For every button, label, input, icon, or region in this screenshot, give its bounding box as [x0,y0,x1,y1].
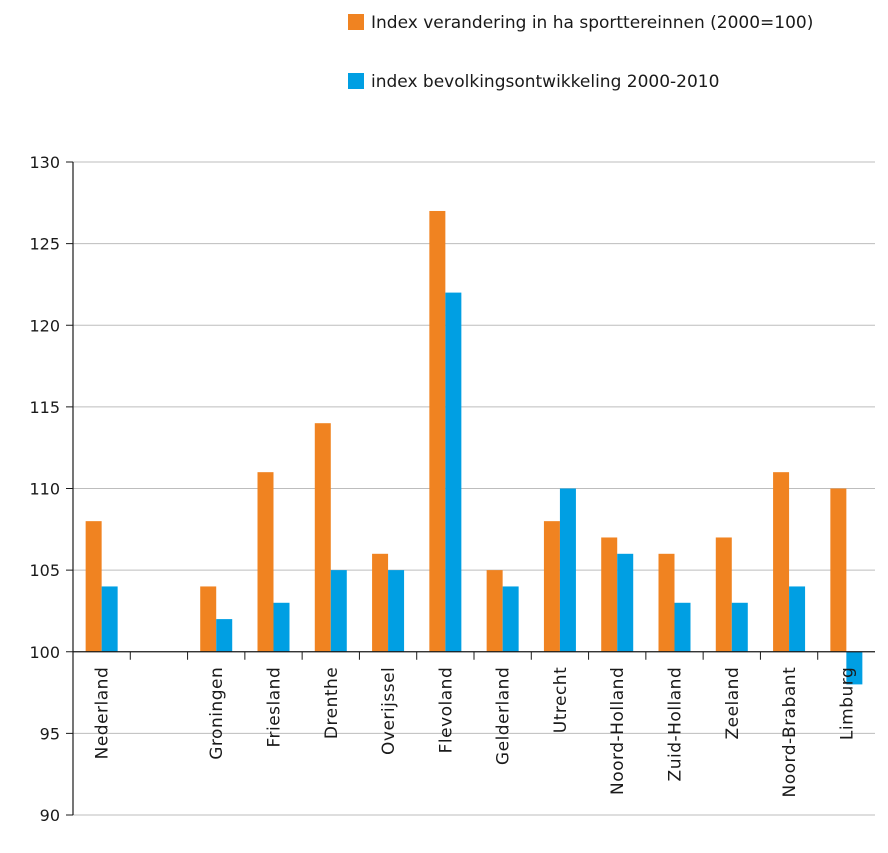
category-label: Limburg [837,667,857,740]
y-tick-labels: 90 95 100 105 110 115 120 125 130 [29,153,60,825]
bar-series1-limburg [830,488,847,652]
y-tick-label: 130 [29,153,60,172]
bar-series2-friesland [273,602,290,652]
bar-series2-noord-brabant [789,586,806,652]
category-label: Noord-Brabant [780,667,800,798]
bar-series1-overijssel [372,553,389,652]
bar-series2-utrecht [559,488,576,652]
category-label: Flevoland [436,667,456,754]
legend-label-1: Index verandering in ha sporttereinnen (… [371,13,813,33]
bar-series1-noord-holland [601,537,618,652]
bar-series2-groningen [216,619,233,652]
category-labels: Nederland Groningen Friesland Drenthe Overij… [93,667,858,798]
bar-series1-drenthe [314,423,331,652]
bars [85,210,863,685]
category-label: Zuid-Holland [666,667,686,782]
category-label: Noord-Holland [608,667,628,795]
category-label: Overijssel [379,667,399,755]
bar-series1-nederland [85,521,102,652]
bar-series2-gelderland [502,586,519,652]
bar-series1-zuid-holland [658,553,675,652]
y-tick-label: 95 [40,724,60,743]
bar-series2-overijssel [388,570,405,652]
category-label: Gelderland [494,667,514,765]
bar-series2-zuid-holland [674,602,691,652]
bar-series1-utrecht [543,521,560,652]
legend: Index verandering in ha sporttereinnen (… [348,13,813,92]
bar-series1-zeeland [715,537,732,652]
bar-series2-drenthe [330,570,347,652]
y-tick-label: 105 [29,561,60,580]
bar-series2-noord-holland [617,553,634,652]
y-tick-label: 110 [29,480,60,499]
bar-series1-groningen [200,586,217,652]
category-label: Utrecht [551,667,571,733]
y-tick-label: 115 [29,398,60,417]
legend-swatch-1 [348,14,364,30]
bar-series1-flevoland [429,210,446,652]
legend-swatch-2 [348,73,364,89]
legend-label-2: index bevolkingsontwikkeling 2000-2010 [371,72,719,92]
y-tick-label: 125 [29,235,60,254]
category-label: Groningen [207,667,227,760]
bar-series1-noord-brabant [773,472,790,652]
category-label: Friesland [265,667,285,748]
y-tick-label: 100 [29,643,60,662]
bar-series2-zeeland [731,602,748,652]
bar-series2-limburg [846,651,863,685]
bar-series1-gelderland [486,570,503,652]
y-tick-label: 90 [40,806,60,825]
bar-series2-flevoland [445,292,462,652]
category-label: Nederland [93,667,113,760]
axes [72,162,875,815]
y-tick-label: 120 [29,316,60,335]
category-label: Zeeland [723,667,743,740]
gridlines [66,161,875,816]
bar-series1-friesland [257,472,274,652]
bar-series2-nederland [101,586,118,652]
category-label: Drenthe [322,667,342,739]
